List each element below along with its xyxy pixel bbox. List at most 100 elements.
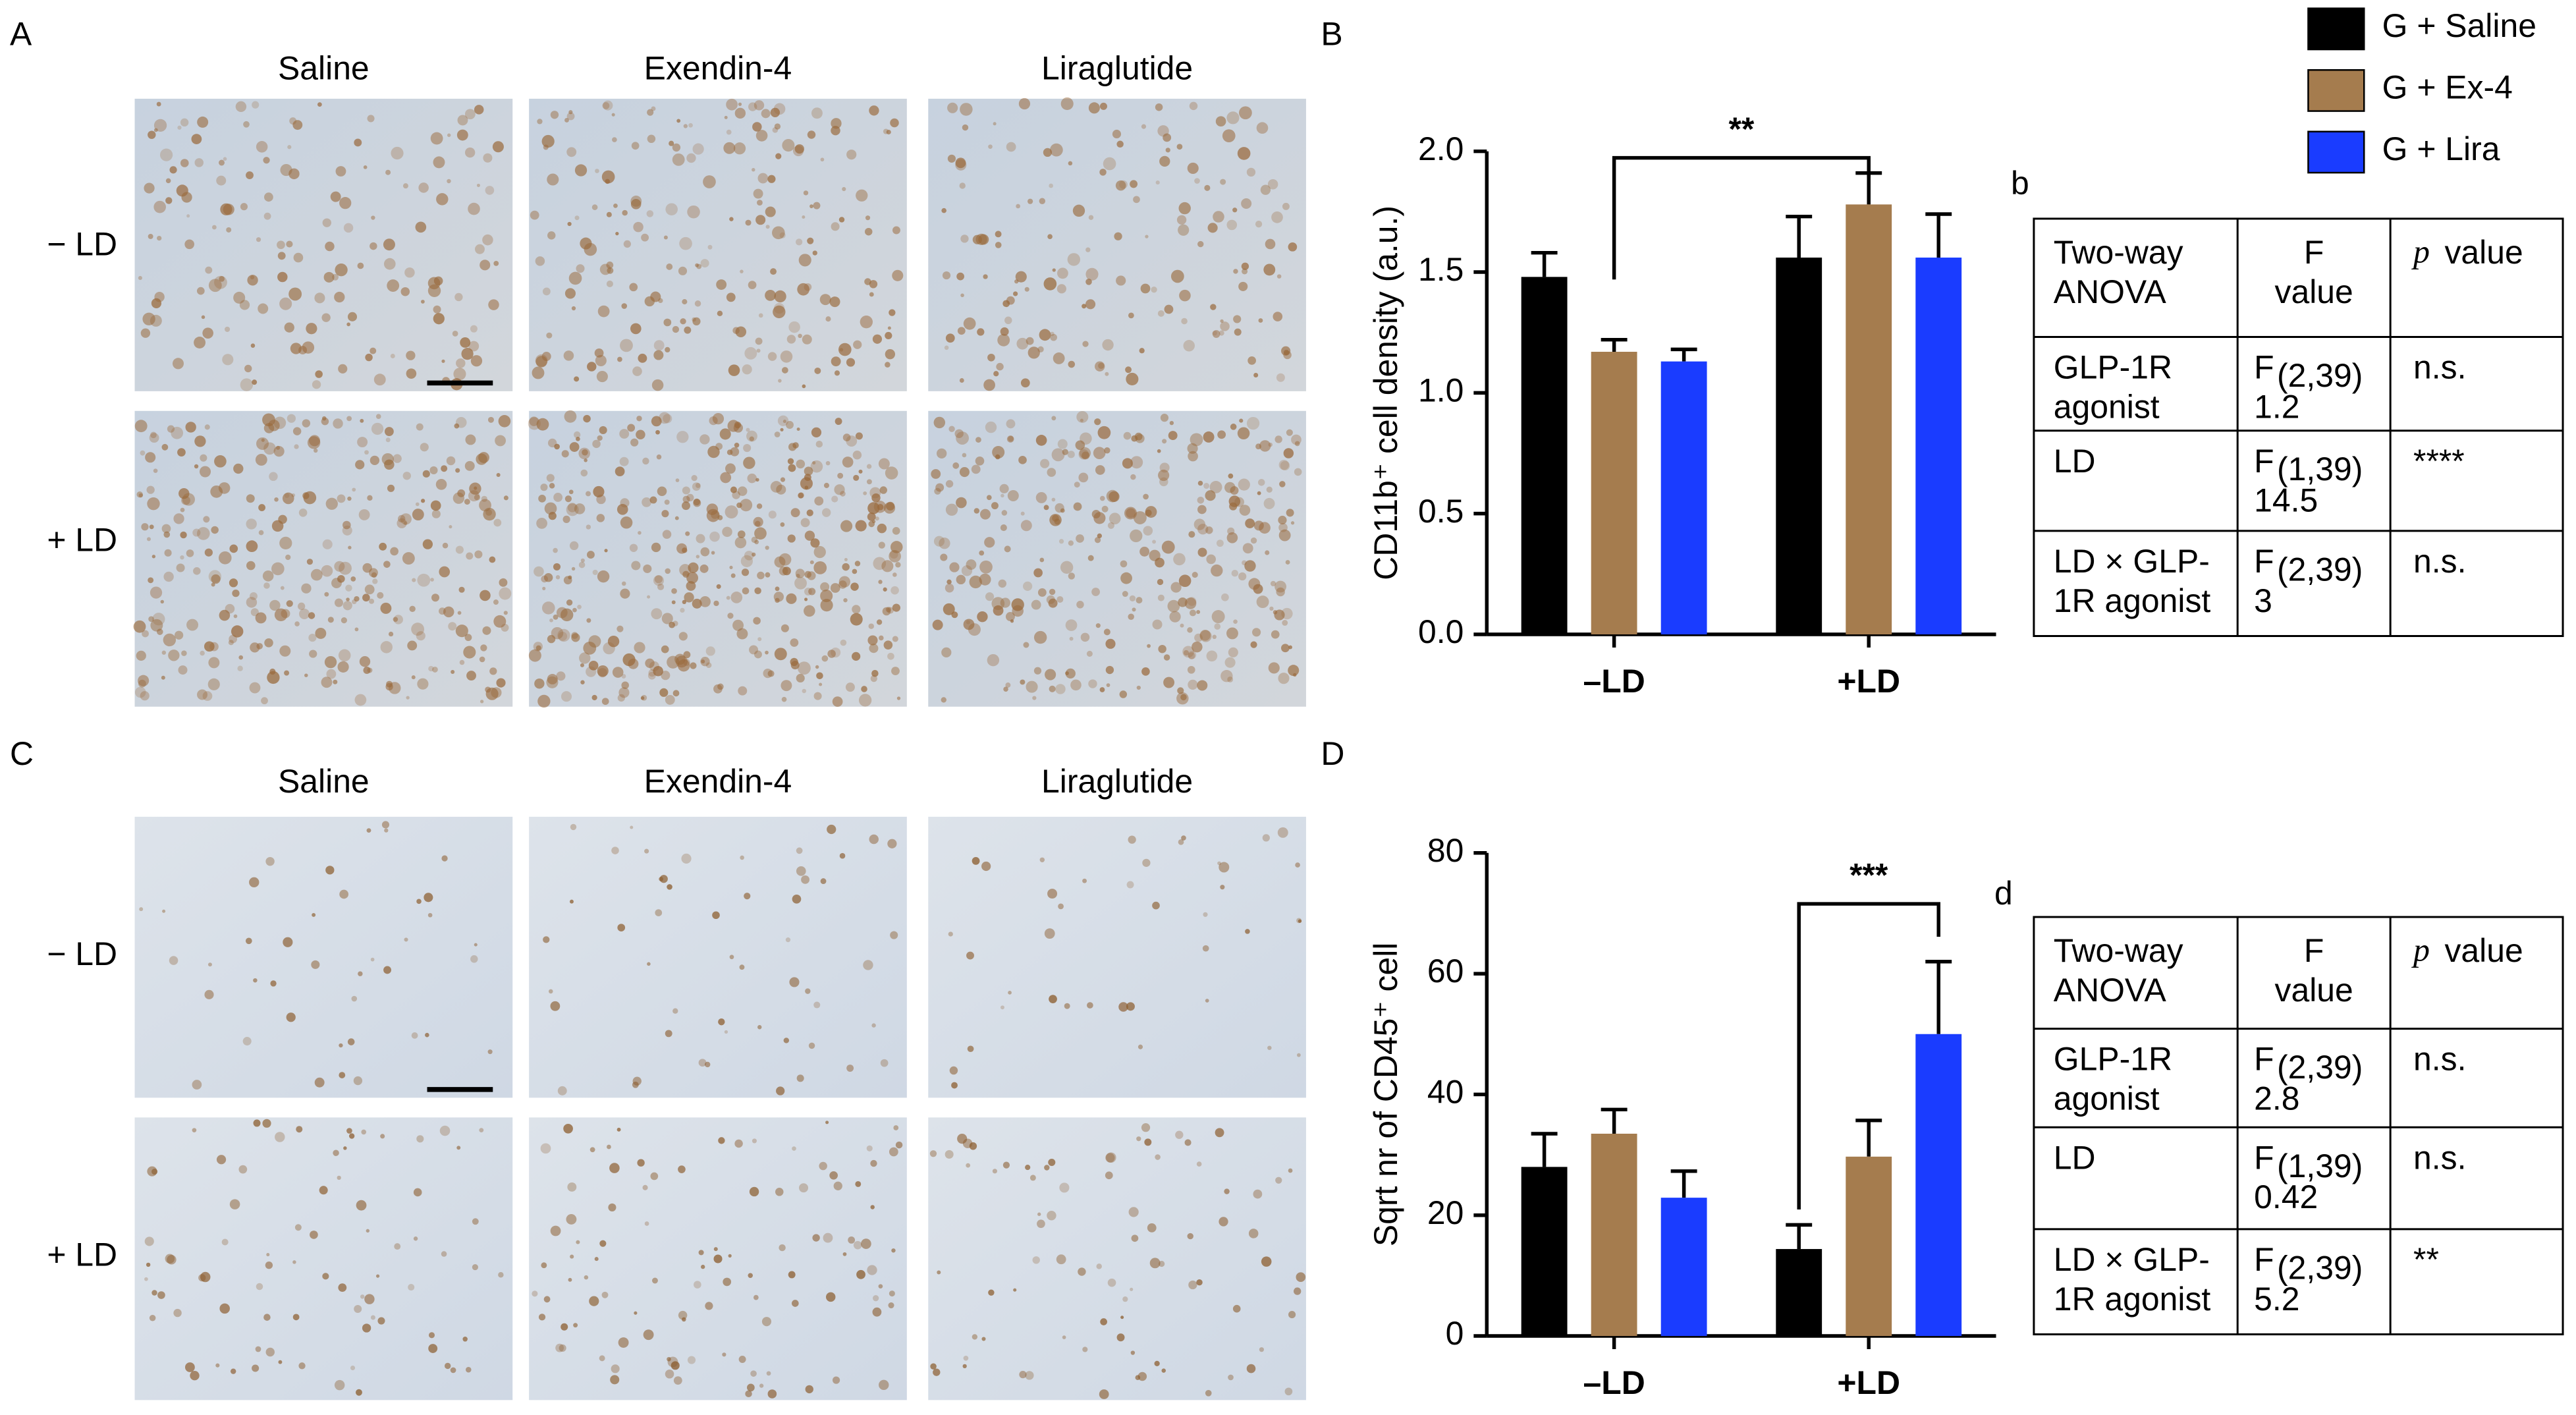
stain xyxy=(595,354,607,367)
stain xyxy=(1032,696,1037,700)
stain xyxy=(573,1323,578,1328)
stain xyxy=(571,633,580,642)
stain xyxy=(988,144,993,149)
stain xyxy=(239,300,250,310)
stain xyxy=(997,333,1010,347)
stain xyxy=(337,1175,341,1180)
stain xyxy=(682,486,690,495)
stain xyxy=(830,583,840,593)
stain xyxy=(1107,522,1115,529)
stain xyxy=(139,907,144,912)
stain xyxy=(580,469,588,477)
stain xyxy=(451,670,455,675)
stain xyxy=(627,424,636,432)
stain xyxy=(485,686,491,693)
stain xyxy=(698,1250,704,1256)
y-tick-label: 0.5 xyxy=(1418,493,1464,530)
stain xyxy=(813,561,827,574)
stain xyxy=(1094,418,1101,426)
stain xyxy=(297,602,306,610)
stain xyxy=(285,554,291,561)
stain xyxy=(393,617,398,623)
stain xyxy=(1268,662,1280,674)
stain xyxy=(1294,468,1302,476)
stain xyxy=(1215,116,1226,127)
table-cell-subscript: (2,39) xyxy=(2277,1049,2363,1086)
stain xyxy=(253,1119,261,1127)
stain xyxy=(1056,596,1064,603)
stain xyxy=(1188,651,1197,659)
stain xyxy=(1164,304,1174,314)
stain xyxy=(1263,264,1276,276)
table-cell: agonist xyxy=(2054,1080,2160,1117)
stain xyxy=(214,455,227,468)
stain xyxy=(323,271,335,283)
stain xyxy=(995,231,1002,238)
stain xyxy=(233,291,246,304)
stain xyxy=(561,691,572,702)
stain xyxy=(1115,180,1126,191)
stain xyxy=(692,317,701,325)
stain xyxy=(589,1147,595,1153)
table-cell: n.s. xyxy=(2413,349,2466,386)
stain xyxy=(186,549,194,557)
stain xyxy=(829,296,840,308)
stain xyxy=(1158,644,1166,653)
stain xyxy=(959,466,970,478)
stain xyxy=(591,204,598,210)
stain xyxy=(653,665,663,677)
stain xyxy=(675,478,680,482)
stain xyxy=(288,168,300,180)
stain xyxy=(868,623,875,629)
stain xyxy=(1047,234,1053,240)
stain xyxy=(1141,1123,1151,1132)
stain xyxy=(1280,460,1290,471)
stain xyxy=(479,656,485,663)
stain xyxy=(487,416,494,423)
stain xyxy=(341,617,347,624)
stain xyxy=(358,509,370,520)
stain xyxy=(370,242,377,250)
stain xyxy=(1082,1346,1088,1352)
stain xyxy=(682,501,690,511)
stain xyxy=(383,561,391,568)
stain xyxy=(537,694,551,708)
stain xyxy=(1228,1374,1234,1381)
stain xyxy=(261,438,265,442)
stain xyxy=(623,240,632,248)
stain xyxy=(887,326,891,330)
stain xyxy=(365,353,373,362)
stain xyxy=(1188,451,1198,462)
stain xyxy=(205,266,213,274)
stain xyxy=(782,419,786,424)
stain xyxy=(168,650,180,661)
stain xyxy=(895,1141,903,1149)
stain xyxy=(796,866,806,876)
stain xyxy=(638,531,642,535)
stain xyxy=(352,487,356,492)
stain xyxy=(173,1308,182,1318)
stain xyxy=(813,1001,821,1009)
stain xyxy=(1105,665,1114,675)
stain xyxy=(162,909,166,913)
stain xyxy=(889,1147,898,1157)
stain xyxy=(1204,184,1211,191)
stain xyxy=(1187,665,1195,674)
stain xyxy=(381,821,390,829)
stain xyxy=(845,682,855,692)
stain xyxy=(1095,465,1105,475)
stain xyxy=(765,545,769,550)
stain xyxy=(416,423,424,431)
stain xyxy=(353,1076,363,1086)
stain xyxy=(364,584,375,595)
stain xyxy=(1279,481,1286,487)
stain xyxy=(203,516,210,523)
stain xyxy=(433,313,445,325)
stain xyxy=(809,560,814,565)
stain xyxy=(853,340,862,349)
stain xyxy=(1085,278,1092,285)
stain xyxy=(754,587,761,595)
stain xyxy=(842,186,846,192)
stain xyxy=(800,518,810,528)
stain xyxy=(1197,524,1209,535)
